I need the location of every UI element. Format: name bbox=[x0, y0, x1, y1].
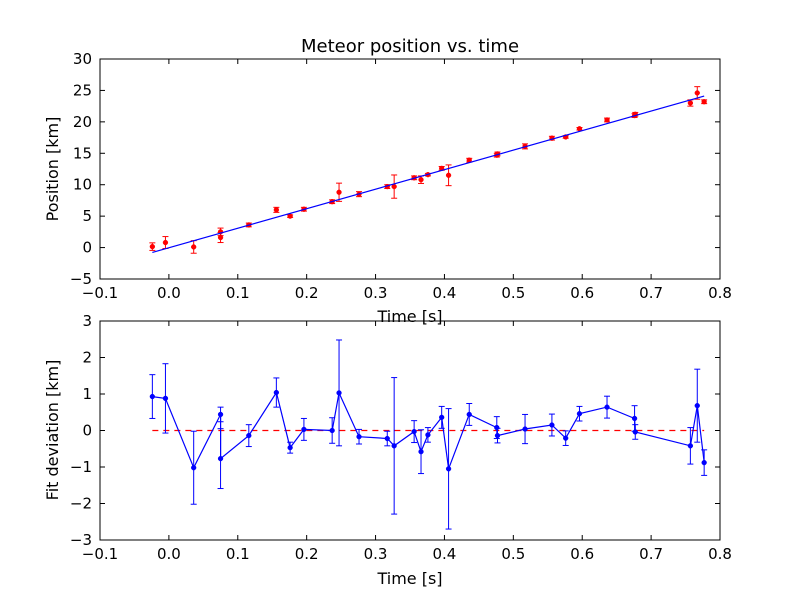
deviation-data-point bbox=[494, 432, 501, 439]
deviation-data-point bbox=[273, 389, 280, 396]
position-y-tick-label: 20 bbox=[73, 113, 92, 131]
position-data-point bbox=[701, 99, 707, 105]
position-chart: Meteor position vs. time −0.1 0.0 0.1 0.2 0.… bbox=[43, 36, 732, 326]
position-data-point bbox=[273, 207, 280, 213]
linear-fit-line bbox=[152, 95, 705, 254]
deviation-y-tick-label: −2 bbox=[70, 495, 92, 513]
position-data-point bbox=[162, 239, 169, 246]
position-y-tick-label: 15 bbox=[73, 144, 92, 162]
deviation-x-tick-label: 0.4 bbox=[433, 545, 457, 563]
deviation-data-point bbox=[149, 393, 156, 400]
deviation-axis-ticks: −0.1 0.0 0.1 0.2 0.3 0.4 0.5 0.6 0.7 0.8 −3 −2 −1 0 1 2… bbox=[70, 312, 732, 563]
deviation-data-point bbox=[411, 428, 417, 435]
deviation-data-point bbox=[336, 390, 342, 396]
position-data-point bbox=[336, 189, 342, 195]
deviation-x-tick-label: 0.8 bbox=[708, 545, 732, 563]
deviation-data-point bbox=[425, 432, 431, 438]
deviation-x-tick-label: 0.3 bbox=[364, 545, 388, 563]
position-data-point bbox=[418, 177, 424, 183]
deviation-data-point bbox=[356, 434, 362, 440]
deviation-y-tick-label: 1 bbox=[82, 385, 92, 403]
deviation-data-layer bbox=[149, 339, 708, 530]
position-y-tick-label: 30 bbox=[73, 50, 92, 68]
position-x-tick-label: 0.5 bbox=[501, 284, 525, 302]
position-data-point bbox=[149, 243, 156, 250]
deviation-data-point bbox=[445, 466, 452, 472]
position-x-tick-label: 0.0 bbox=[157, 284, 181, 302]
deviation-data-point bbox=[549, 422, 555, 428]
deviation-x-tick-label: −0.1 bbox=[82, 545, 118, 563]
deviation-x-tick-label: 0.7 bbox=[639, 545, 663, 563]
deviation-data-point bbox=[287, 445, 293, 451]
position-plot-frame bbox=[99, 58, 721, 280]
deviation-data-point bbox=[604, 404, 610, 410]
position-x-tick-label: 0.1 bbox=[226, 284, 250, 302]
deviation-x-tick-label: 0.2 bbox=[295, 545, 319, 563]
deviation-data-point bbox=[391, 443, 397, 449]
position-x-tick-label: 0.7 bbox=[639, 284, 663, 302]
position-data-layer bbox=[149, 86, 708, 254]
deviation-chart: −0.1 0.0 0.1 0.2 0.3 0.4 0.5 0.6 0.7 0.8 −3 −2 −1 0 1 2… bbox=[43, 312, 732, 588]
deviation-series-line bbox=[152, 390, 705, 470]
position-data-point bbox=[191, 244, 197, 250]
deviation-data-point bbox=[466, 411, 472, 418]
deviation-y-tick-label: 2 bbox=[82, 349, 92, 367]
position-x-axis-label: Time [s] bbox=[376, 307, 442, 326]
deviation-data-point bbox=[494, 424, 500, 431]
position-data-point bbox=[217, 234, 224, 241]
deviation-data-point bbox=[694, 403, 700, 409]
deviation-data-point bbox=[701, 459, 707, 466]
deviation-data-point bbox=[522, 426, 528, 432]
position-data-point bbox=[694, 90, 700, 96]
deviation-data-point bbox=[384, 435, 390, 442]
deviation-data-point bbox=[217, 411, 224, 418]
chart-title: Meteor position vs. time bbox=[301, 36, 519, 57]
deviation-data-point bbox=[217, 455, 224, 462]
position-y-tick-label: 5 bbox=[82, 207, 92, 225]
position-y-tick-label: −5 bbox=[70, 270, 92, 288]
position-axis-ticks: −0.1 0.0 0.1 0.2 0.3 0.4 0.5 0.6 0.7 0.8 −5 0 5 10 15 2… bbox=[70, 50, 732, 302]
deviation-data-point bbox=[418, 449, 424, 455]
position-x-tick-label: 0.3 bbox=[364, 284, 388, 302]
position-data-point bbox=[445, 172, 452, 178]
deviation-data-point bbox=[576, 411, 583, 417]
deviation-data-point bbox=[329, 427, 335, 434]
position-y-tick-label: 10 bbox=[73, 176, 92, 194]
deviation-data-point bbox=[246, 432, 252, 439]
position-x-tick-label: 0.6 bbox=[570, 284, 594, 302]
deviation-data-point bbox=[632, 429, 638, 435]
position-x-tick-label: 0.4 bbox=[433, 284, 457, 302]
deviation-data-point bbox=[301, 426, 307, 433]
position-x-tick-label: 0.8 bbox=[708, 284, 732, 302]
deviation-data-point bbox=[687, 443, 694, 449]
deviation-x-tick-label: 0.0 bbox=[157, 545, 181, 563]
deviation-x-tick-label: 0.5 bbox=[501, 545, 525, 563]
position-x-tick-label: 0.2 bbox=[295, 284, 319, 302]
deviation-data-point bbox=[439, 414, 445, 421]
deviation-x-tick-label: 0.6 bbox=[570, 545, 594, 563]
deviation-y-tick-label: 3 bbox=[82, 312, 92, 330]
position-y-tick-label: 25 bbox=[73, 81, 92, 99]
deviation-y-tick-label: −3 bbox=[70, 531, 92, 549]
position-y-tick-label: 0 bbox=[82, 239, 92, 257]
position-data-point bbox=[604, 117, 610, 123]
position-y-axis-label: Position [km] bbox=[43, 117, 62, 222]
deviation-data-point bbox=[631, 415, 638, 422]
position-x-tick-label: −0.1 bbox=[82, 284, 118, 302]
position-data-point bbox=[687, 100, 694, 106]
deviation-data-point bbox=[191, 465, 197, 471]
deviation-data-point bbox=[162, 395, 169, 402]
deviation-y-tick-label: −1 bbox=[70, 458, 92, 476]
deviation-y-tick-label: 0 bbox=[82, 422, 92, 440]
deviation-x-axis-label: Time [s] bbox=[376, 569, 442, 588]
deviation-data-point bbox=[563, 435, 569, 441]
deviation-x-tick-label: 0.1 bbox=[226, 545, 250, 563]
deviation-y-axis-label: Fit deviation [km] bbox=[43, 360, 62, 501]
